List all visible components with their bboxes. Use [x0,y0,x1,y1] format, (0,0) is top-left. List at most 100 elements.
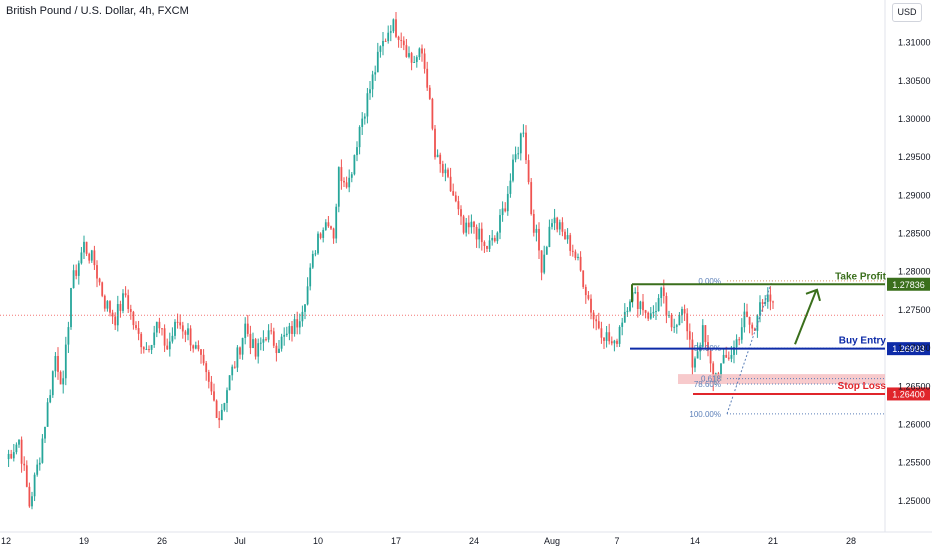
candle-body [246,323,249,334]
candle-body [678,315,681,326]
candle-body [389,31,392,33]
candle-body [15,444,18,453]
candle-body [582,270,585,287]
candle-body [756,315,759,331]
candle-body [366,93,369,117]
candle-body [603,337,605,341]
price-tick-label: 1.28500 [898,229,931,239]
candle-body [293,319,296,334]
candle-body [629,301,631,311]
candle-body [418,48,421,58]
level-price-tag [887,342,930,356]
candle-body [577,256,579,258]
candle-body [605,332,608,341]
candle-body [181,325,184,332]
candle-body [335,206,338,239]
time-tick-label: 28 [846,536,856,546]
candle-body [33,474,36,497]
candle-body [296,319,299,328]
candle-body [171,335,174,342]
candle-body [486,246,488,249]
candle-body [382,40,384,47]
candle-body [540,250,543,273]
candle-body [345,182,348,188]
candle-body [184,331,187,335]
candle-body [660,287,663,299]
level-price-text: 1.26993 [892,344,925,354]
candle-body [197,345,200,350]
candle-body [127,295,130,310]
candle-body [558,222,561,230]
candle-body [574,251,577,258]
candle-body [569,235,572,251]
time-tick-label: 21 [768,536,778,546]
candle-body [298,321,301,328]
candle-body [655,311,657,313]
candle-body [733,347,735,355]
candle-body [691,339,694,368]
candle-body [595,319,598,322]
candle-body [519,133,522,154]
candle-body [392,19,395,32]
currency-button[interactable]: USD [892,3,922,22]
candle-body [270,330,273,332]
candle-body [59,371,62,385]
candle-body [103,295,106,309]
candle-body [743,311,746,328]
candle-body [168,341,171,350]
candle-body [122,293,124,311]
candle-body [590,298,592,313]
candle-body [77,263,80,276]
candle-body [226,390,228,403]
candle-body [759,302,761,316]
fib-level-label: 100.00% [689,410,721,419]
target-arrow-shaft [794,290,817,345]
candle-body [548,226,551,247]
candle-body [161,328,163,330]
candle-body [730,354,733,359]
candle-body [220,409,223,421]
candle-body [369,89,371,94]
candle-body [265,339,267,341]
candle-body [75,270,78,276]
candle-body [626,310,629,312]
candle-body [509,180,512,194]
candle-body [402,40,405,46]
candle-body [129,309,132,312]
candle-body [387,32,390,42]
price-axis[interactable]: 1.25000 1.25500 1.26000 1.26500 1.27000 1.275… [898,38,931,506]
time-tick-label: 24 [469,536,479,546]
candle-body [670,315,673,328]
candle-body [504,208,507,212]
level-price-text: 1.26400 [892,389,925,399]
candle-body [244,323,247,338]
candle-body [428,87,431,99]
time-axis[interactable]: 12 19 26 Jul 10 17 24 Aug 7 14 21 28 [1,536,856,546]
candle-body [434,128,436,158]
candle-body [535,228,538,233]
fib-trend-line [726,280,773,414]
candle-body [766,294,769,302]
price-tick-label: 1.31000 [898,38,931,48]
candle-body [88,253,91,261]
candle-body [613,340,616,344]
candle-body [187,328,189,335]
candle-body [506,193,509,212]
candle-body [322,229,325,238]
candle-body [140,333,143,348]
candle-body [566,235,569,240]
candle-body [324,222,327,230]
candle-body [46,402,49,427]
candle-body [262,339,265,343]
candle-body [25,465,28,487]
candle-body [98,278,101,283]
candle-body [657,298,660,312]
candle-body [215,400,218,418]
chart-title: British Pound / U.S. Dollar, 4h, FXCM [6,5,189,17]
candle-body [85,241,88,254]
candle-body [44,426,46,439]
candle-body [683,308,686,314]
price-tick-label: 1.27000 [898,343,931,353]
level-price-tag [887,277,930,291]
